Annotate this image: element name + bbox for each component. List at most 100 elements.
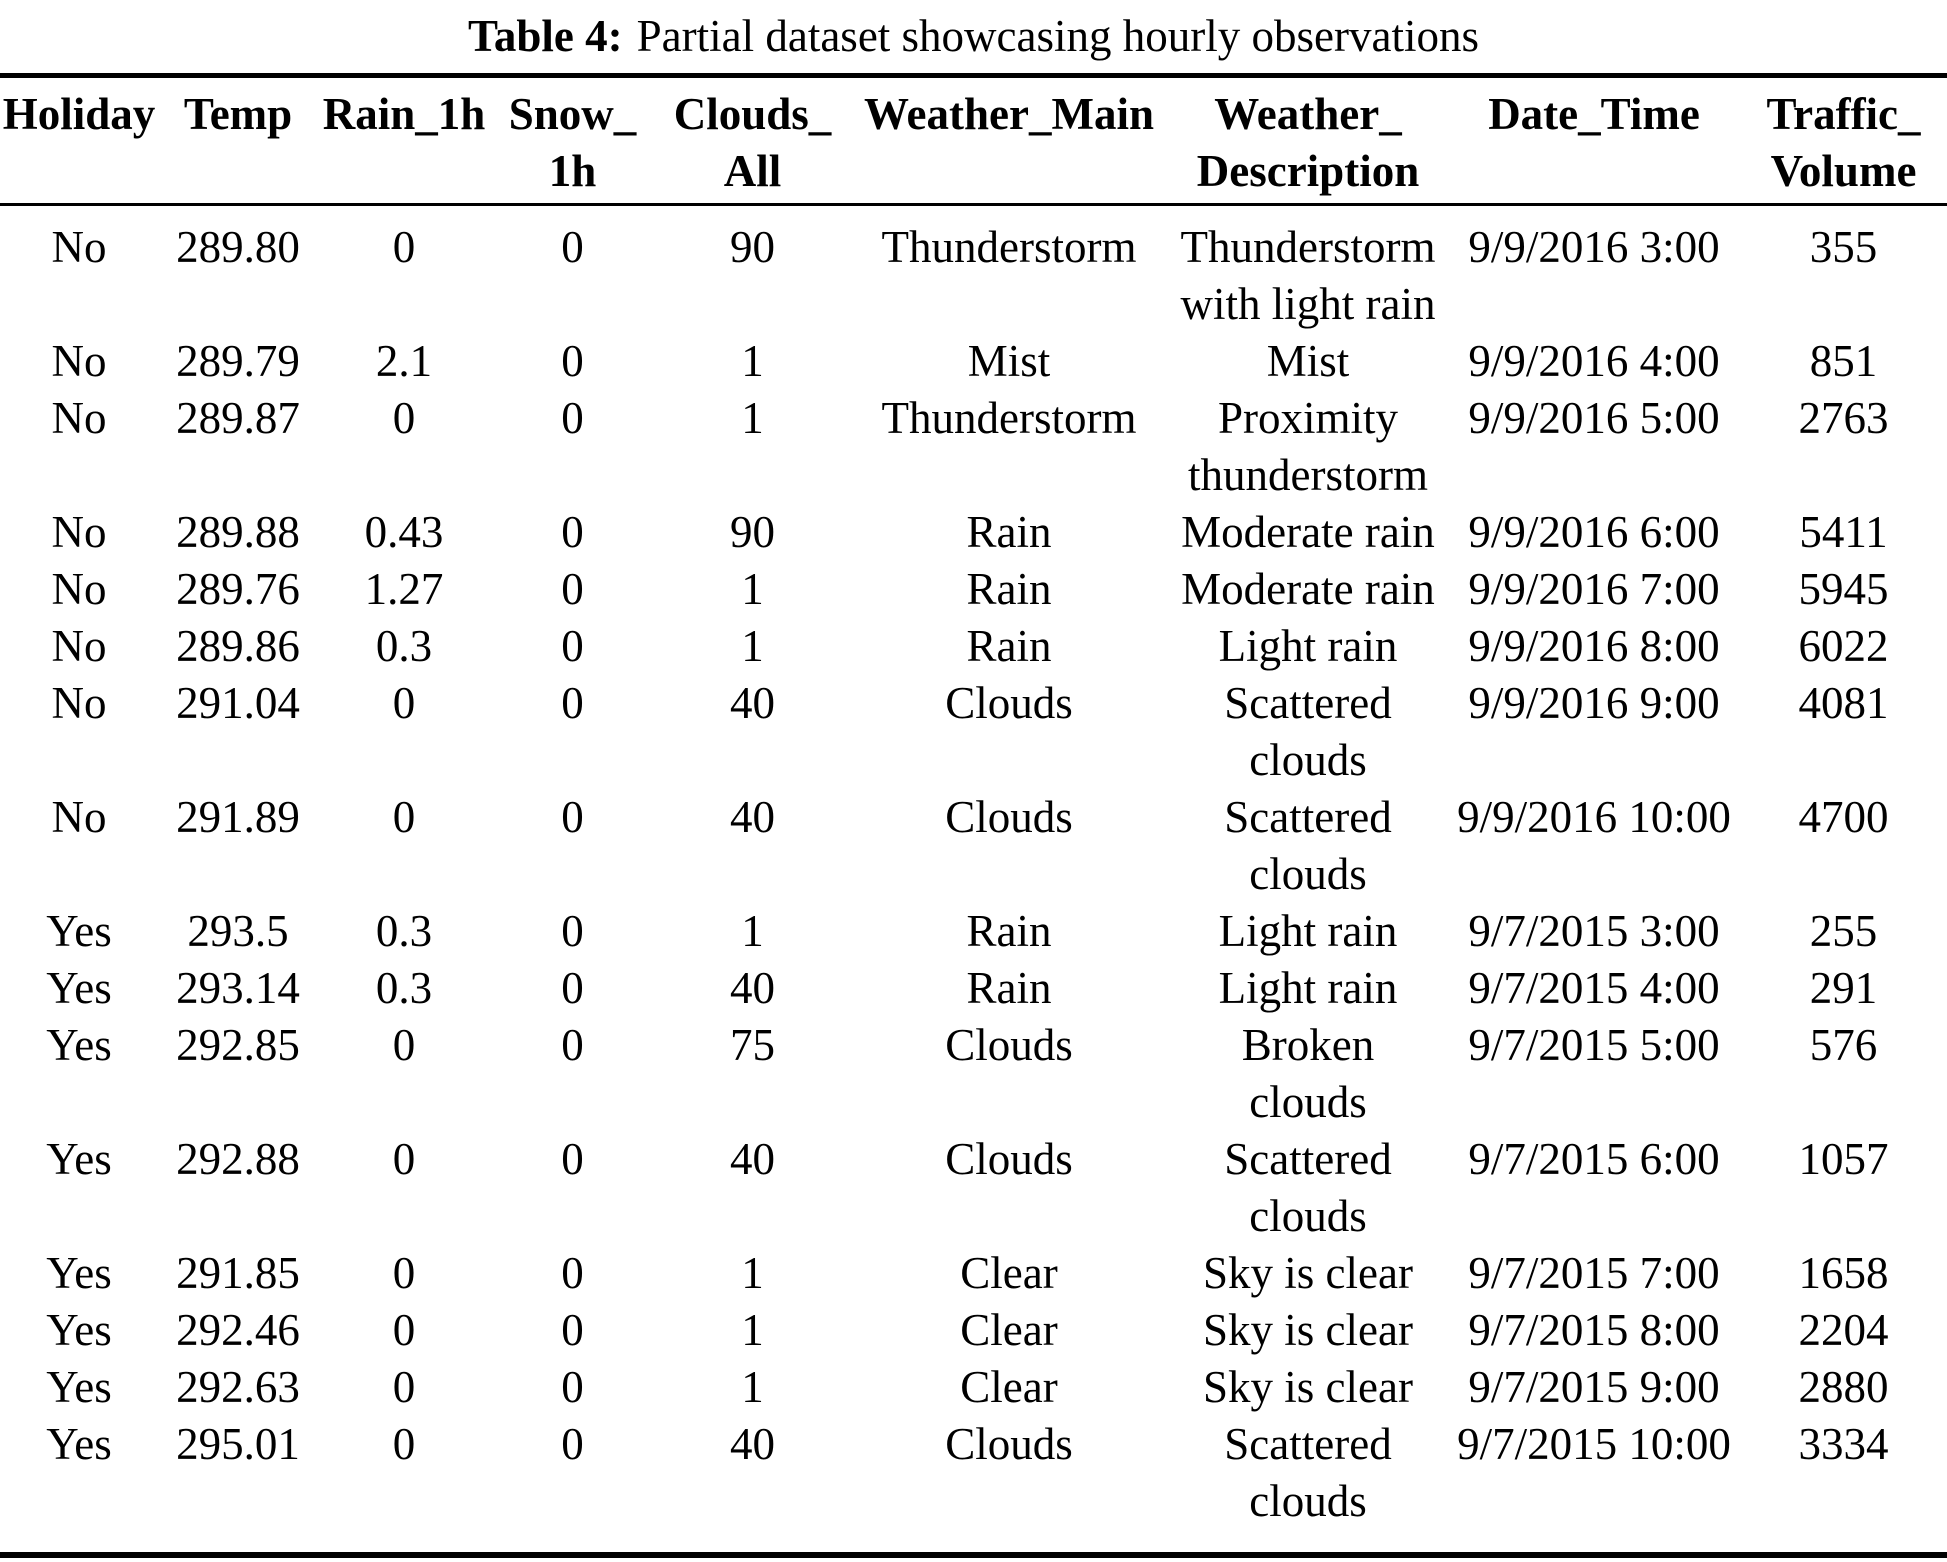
cell-weather_description: Scattered clouds (1224, 1419, 1392, 1526)
cell-temp: 289.87 (176, 393, 300, 443)
cell-weather_main: Clouds (945, 1134, 1073, 1184)
cell-snow_1h: 0 (561, 621, 584, 671)
cell-date_time: 9/7/2015 5:00 (1468, 1020, 1720, 1070)
cell-traffic_volume: 3334 (1798, 1419, 1889, 1469)
cell-rain_1h: 0 (392, 1362, 416, 1412)
cell-holiday: No (51, 336, 107, 386)
cell-clouds_all: 90 (730, 222, 775, 272)
cell-weather_main: Clouds (945, 678, 1073, 728)
cell-temp: 291.85 (176, 1248, 300, 1298)
cell-temp: 293.14 (176, 963, 300, 1013)
cell-traffic_volume: 5945 (1798, 564, 1889, 614)
cell-temp: 291.04 (176, 678, 300, 728)
cell-weather_main: Clouds (945, 1020, 1073, 1070)
cell-snow_1h: 0 (561, 564, 584, 614)
cell-snow_1h: 0 (561, 792, 584, 842)
cell-traffic_volume: 2204 (1798, 1305, 1889, 1355)
cell-weather_description: Scattered clouds (1224, 1134, 1392, 1241)
cell-weather_main: Clear (960, 1305, 1058, 1355)
cell-traffic_volume: 1658 (1798, 1248, 1889, 1298)
table-row: Yes 293.5 0.3 0 1 Rain Light rain 9/7/2015 3:00… (0, 903, 1947, 960)
cell-snow_1h: 0 (561, 906, 584, 956)
cell-clouds_all: 40 (730, 1134, 775, 1184)
cell-clouds_all: 40 (730, 792, 775, 842)
cell-temp: 289.76 (176, 564, 300, 614)
cell-weather_description: Proximity thunderstorm (1188, 393, 1428, 500)
cell-traffic_volume: 255 (1809, 906, 1878, 956)
cell-weather_description: Sky is clear (1203, 1305, 1413, 1355)
cell-rain_1h: 0 (392, 393, 416, 443)
table-caption: Table 4: Partial dataset showcasing hourl… (0, 6, 1947, 66)
cell-rain_1h: 0 (392, 1248, 416, 1298)
cell-date_time: 9/9/2016 5:00 (1468, 393, 1720, 443)
cell-holiday: Yes (46, 963, 112, 1013)
cell-holiday: No (51, 393, 107, 443)
cell-snow_1h: 0 (561, 678, 584, 728)
cell-snow_1h: 0 (561, 507, 584, 557)
cell-clouds_all: 40 (730, 678, 775, 728)
cell-holiday: No (51, 507, 107, 557)
cell-date_time: 9/7/2015 6:00 (1468, 1134, 1720, 1184)
table-row: No 291.04 0 0 40 Clouds Scattered clouds 9/9/20… (0, 675, 1947, 789)
cell-temp: 292.85 (176, 1020, 300, 1070)
cell-clouds_all: 1 (741, 336, 764, 386)
cell-holiday: No (51, 621, 107, 671)
cell-temp: 292.46 (176, 1305, 300, 1355)
cell-date_time: 9/9/2016 9:00 (1468, 678, 1720, 728)
cell-temp: 289.86 (176, 621, 300, 671)
cell-rain_1h: 0 (392, 1305, 416, 1355)
cell-holiday: No (51, 678, 107, 728)
cell-temp: 289.88 (176, 507, 300, 557)
table-row: No 289.76 1.27 0 1 Rain Moderate rain 9/9/2016 … (0, 561, 1947, 618)
cell-traffic_volume: 1057 (1798, 1134, 1889, 1184)
column-header-temp: Temp (158, 75, 318, 206)
cell-weather_description: Light rain (1218, 621, 1398, 671)
cell-weather_description: Sky is clear (1203, 1362, 1413, 1412)
cell-traffic_volume: 851 (1809, 336, 1878, 386)
cell-temp: 293.5 (187, 906, 289, 956)
cell-rain_1h: 0.3 (375, 963, 433, 1013)
cell-rain_1h: 0 (392, 1020, 416, 1070)
cell-weather_description: Broken clouds (1241, 1020, 1375, 1127)
column-header-clouds-all: Clouds_ All (655, 75, 850, 206)
table-row: Yes 291.85 0 0 1 Clear Sky is clear 9/7/2015 7:… (0, 1245, 1947, 1302)
table-row: Yes 295.01 0 0 40 Clouds Scattered clouds 9/7/2… (0, 1416, 1947, 1555)
table-row: Yes 292.85 0 0 75 Clouds Broken clouds 9/7/2015… (0, 1017, 1947, 1131)
cell-traffic_volume: 576 (1809, 1020, 1878, 1070)
cell-weather_main: Rain (966, 507, 1052, 557)
cell-date_time: 9/9/2016 6:00 (1468, 507, 1720, 557)
cell-date_time: 9/7/2015 3:00 (1468, 906, 1720, 956)
cell-holiday: Yes (46, 1248, 112, 1298)
column-header-weather-main: Weather_Main (850, 75, 1168, 206)
cell-temp: 291.89 (176, 792, 300, 842)
cell-traffic_volume: 291 (1809, 963, 1878, 1013)
cell-weather_main: Clear (960, 1362, 1058, 1412)
cell-date_time: 9/7/2015 4:00 (1468, 963, 1720, 1013)
table-row: No 289.87 0 0 1 Thunderstorm Proximity thunder… (0, 390, 1947, 504)
table-row: Yes 293.14 0.3 0 40 Rain Light rain 9/7/2015 4:… (0, 960, 1947, 1017)
cell-rain_1h: 0 (392, 1419, 416, 1469)
cell-date_time: 9/7/2015 8:00 (1468, 1305, 1720, 1355)
cell-weather_main: Thunderstorm (881, 222, 1137, 272)
cell-clouds_all: 40 (730, 963, 775, 1013)
cell-rain_1h: 0.3 (375, 621, 433, 671)
table-row: Yes 292.63 0 0 1 Clear Sky is clear 9/7/2015 9:… (0, 1359, 1947, 1416)
cell-snow_1h: 0 (561, 1248, 584, 1298)
cell-clouds_all: 75 (730, 1020, 775, 1070)
table-row: No 289.88 0.43 0 90 Rain Moderate rain 9/9/2016… (0, 504, 1947, 561)
cell-traffic_volume: 5411 (1799, 507, 1888, 557)
table-header: Holiday Temp Rain_1h Snow_ 1h Clouds_ Al… (0, 75, 1947, 206)
cell-holiday: Yes (46, 1362, 112, 1412)
column-header-weather-description: Weather_ Description (1168, 75, 1448, 206)
cell-rain_1h: 0 (392, 678, 416, 728)
cell-rain_1h: 1.27 (364, 564, 444, 614)
cell-weather_main: Mist (967, 336, 1051, 386)
cell-temp: 292.88 (176, 1134, 300, 1184)
cell-weather_description: Sky is clear (1203, 1248, 1413, 1298)
table-row: Yes 292.46 0 0 1 Clear Sky is clear 9/7/2015 8:… (0, 1302, 1947, 1359)
cell-weather_description: Moderate rain (1181, 564, 1435, 614)
cell-temp: 289.79 (176, 336, 300, 386)
cell-date_time: 9/9/2016 4:00 (1468, 336, 1720, 386)
cell-clouds_all: 1 (741, 564, 764, 614)
cell-holiday: Yes (46, 906, 112, 956)
